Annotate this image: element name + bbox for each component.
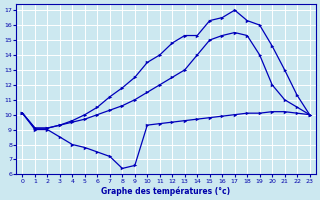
X-axis label: Graphe des températures (°c): Graphe des températures (°c) [101,186,231,196]
